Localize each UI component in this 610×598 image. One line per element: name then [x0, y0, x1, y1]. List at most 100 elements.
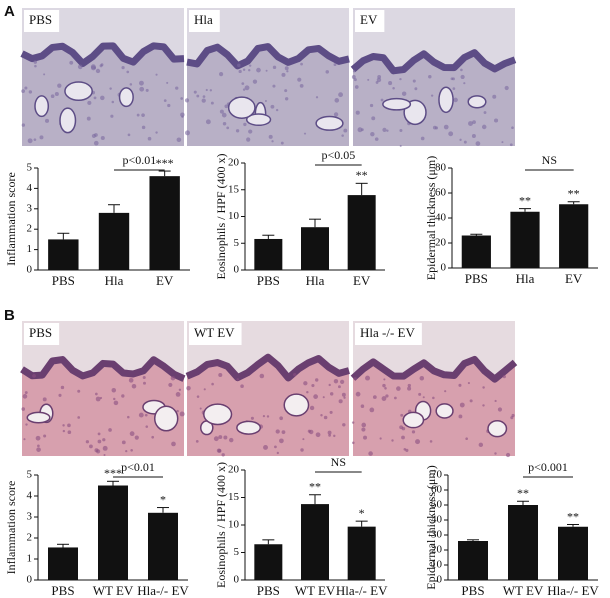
- y-tick-label: 4: [27, 182, 33, 194]
- cell: [262, 415, 266, 418]
- cell: [24, 86, 28, 90]
- cell: [95, 392, 98, 396]
- cell: [151, 435, 155, 439]
- cell: [452, 77, 455, 81]
- image-surface: [22, 321, 184, 379]
- cell: [299, 84, 304, 88]
- cell: [36, 447, 41, 452]
- image-label-box: [24, 10, 60, 32]
- x-tick-label: Hla-/- EV: [547, 583, 599, 598]
- cell: [43, 434, 47, 438]
- cell: [311, 383, 315, 388]
- bar: [508, 505, 538, 580]
- cell: [432, 396, 435, 400]
- cell: [323, 415, 328, 420]
- cell: [369, 407, 375, 413]
- cell: [381, 396, 387, 401]
- cell: [179, 411, 185, 417]
- error-bar: [108, 204, 120, 213]
- cell: [276, 451, 279, 455]
- cell: [263, 444, 268, 450]
- y-tick-label: 0: [437, 574, 443, 586]
- cell: [494, 399, 497, 403]
- y-tick-label: 5: [234, 546, 240, 558]
- image-label: Hla -/- EV: [360, 325, 415, 340]
- cell: [315, 432, 321, 438]
- error-bar: [517, 500, 529, 505]
- cell: [201, 98, 206, 103]
- histology-image: [20, 8, 185, 146]
- cell: [103, 454, 106, 457]
- cell: [213, 436, 219, 442]
- y-tick-label: 0: [27, 264, 33, 276]
- cell: [142, 375, 146, 379]
- cell: [176, 137, 182, 143]
- cell: [127, 133, 131, 137]
- cell: [111, 100, 115, 104]
- cell: [60, 385, 65, 390]
- panel-label: A: [4, 3, 15, 20]
- y-tick-label: 10: [228, 210, 240, 222]
- cell: [465, 437, 468, 441]
- bar: [149, 176, 180, 270]
- cell: [241, 82, 245, 85]
- cell: [129, 431, 135, 437]
- cell: [328, 433, 331, 437]
- follicle: [435, 403, 454, 419]
- cell: [355, 391, 361, 397]
- cell: [309, 405, 315, 411]
- y-tick-label: 5: [27, 469, 33, 481]
- cell: [180, 97, 184, 100]
- cell: [236, 378, 240, 381]
- cell: [219, 72, 224, 77]
- cell: [471, 134, 476, 138]
- cell: [434, 126, 439, 130]
- y-tick-label: 20: [228, 464, 240, 476]
- cell: [168, 382, 173, 387]
- cell: [458, 383, 462, 387]
- y-tick-label: 4: [27, 490, 33, 502]
- bar: [148, 512, 178, 580]
- cell: [145, 425, 149, 428]
- cell: [401, 426, 406, 431]
- cell: [242, 68, 246, 71]
- cell: [109, 87, 112, 90]
- cell: [341, 392, 346, 397]
- x-tick-label: Hla: [306, 273, 325, 288]
- cell: [400, 413, 404, 417]
- y-tick-label: 5: [234, 237, 240, 249]
- cell: [504, 85, 509, 91]
- cell: [272, 65, 277, 70]
- cell: [129, 83, 133, 86]
- error-bar: [470, 233, 483, 236]
- cell: [240, 384, 244, 389]
- cell: [100, 95, 105, 101]
- y-tick-label: 60: [431, 484, 443, 496]
- cell: [184, 130, 190, 136]
- cell: [448, 131, 454, 137]
- cell: [492, 94, 497, 99]
- significance-stars: **: [309, 480, 321, 494]
- follicle: [34, 95, 50, 118]
- significance-stars: **: [517, 486, 529, 500]
- cell: [37, 444, 40, 448]
- cell: [35, 435, 41, 441]
- cell: [125, 449, 128, 453]
- cell: [28, 90, 33, 94]
- image-surface: [353, 8, 515, 71]
- cell: [155, 73, 158, 76]
- y-axis-label: Inflammation score: [4, 481, 18, 575]
- error-bar: [309, 218, 321, 228]
- cell: [113, 397, 116, 401]
- cell: [388, 81, 393, 86]
- image-label-box: [189, 10, 220, 32]
- follicle: [315, 115, 344, 131]
- y-tick-label: 10: [228, 519, 240, 531]
- follicle: [64, 81, 93, 102]
- error-bar: [57, 232, 70, 240]
- cell: [360, 128, 364, 132]
- epidermis: [350, 355, 518, 383]
- error-bar: [467, 539, 479, 541]
- cell: [268, 134, 273, 139]
